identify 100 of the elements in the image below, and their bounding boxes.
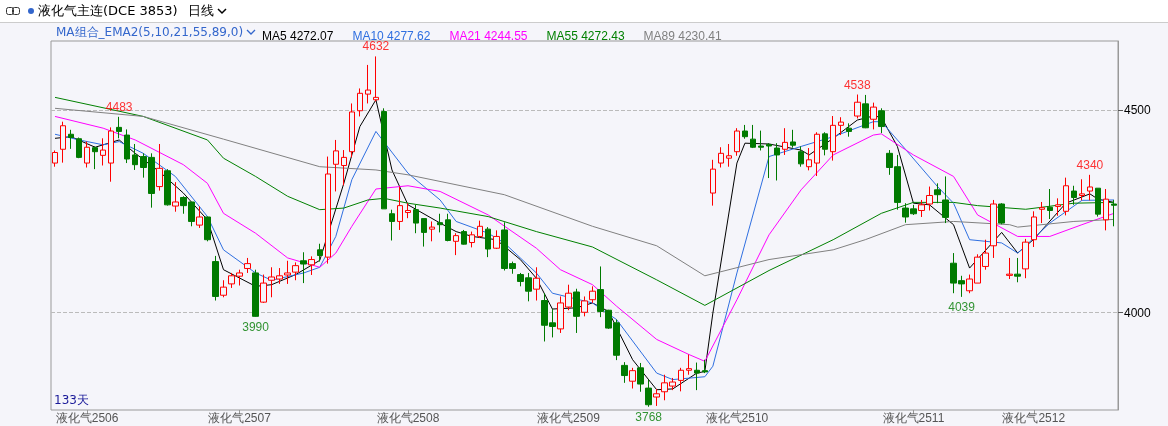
candlestick (92, 145, 98, 170)
candlestick (942, 175, 949, 224)
candlestick (1087, 174, 1093, 201)
x-tick-label: 液化气2511 (882, 411, 945, 425)
candlestick (854, 94, 861, 119)
annotation: 4483 (105, 99, 133, 114)
candlestick (1039, 201, 1045, 224)
candlestick (204, 216, 211, 242)
candlestick (629, 367, 636, 390)
candlestick (437, 213, 443, 233)
x-tick-label: 液化气2510 (705, 411, 769, 425)
candlestick (116, 116, 122, 139)
candlestick (581, 295, 588, 317)
candlestick (621, 361, 628, 384)
candlestick (260, 274, 267, 304)
candlestick (164, 168, 171, 207)
x-tick-label: 液化气2509 (537, 411, 601, 425)
candlestick (308, 255, 315, 276)
candlestick (477, 220, 483, 239)
candlestick (838, 116, 844, 136)
candlestick (68, 129, 74, 150)
candlestick (846, 122, 852, 138)
candlestick (758, 130, 764, 151)
candlestick (429, 220, 435, 242)
candlestick (76, 137, 82, 159)
candlestick (132, 143, 138, 171)
candlestick (533, 266, 540, 302)
candlestick (100, 137, 106, 166)
candlestick (1063, 177, 1069, 216)
candlestick (1071, 185, 1077, 206)
candlestick (252, 269, 259, 318)
annotation: 4538 (843, 77, 871, 92)
candlestick (774, 142, 780, 181)
candlestick (389, 209, 395, 241)
candlestick (1006, 257, 1013, 280)
candlestick (1014, 257, 1021, 283)
candlestick (1022, 238, 1029, 279)
candlestick (357, 87, 363, 117)
candlestick (798, 145, 804, 168)
candlestick (405, 202, 411, 219)
candlestick (60, 121, 66, 164)
candlestick (461, 229, 467, 246)
candlestick (702, 359, 708, 374)
candlestick (300, 251, 307, 284)
candlestick (742, 124, 748, 140)
candlestick (678, 367, 684, 392)
candlestick (325, 156, 331, 265)
annotation: 4632 (362, 39, 390, 54)
candlestick (1047, 188, 1053, 220)
candlestick (413, 204, 419, 234)
candlestick (718, 146, 724, 169)
candlestick (589, 285, 596, 304)
candlestick (212, 255, 219, 302)
candlestick (333, 139, 339, 192)
candlestick (694, 362, 700, 391)
legend-title: MA组合_EMA2(5,10,21,55,89,0) (56, 24, 244, 41)
candlestick (710, 159, 716, 207)
candlestick (172, 181, 179, 213)
candlestick (782, 127, 788, 156)
chart-title: 液化气主连(DCE 3853) (38, 2, 178, 20)
x-tick-label: 液化气2512 (1002, 411, 1066, 425)
candlestick (573, 288, 580, 334)
candlestick (734, 127, 740, 157)
candlestick (806, 147, 812, 171)
candlestick (445, 213, 451, 242)
candlestick (998, 202, 1005, 225)
annotation: 3990 (242, 319, 270, 334)
candlestick (878, 107, 885, 134)
candlestick (493, 229, 500, 250)
text: MA21 4244.55 (449, 29, 528, 43)
candlestick (220, 279, 227, 298)
annotation: 3768 (635, 409, 663, 424)
text: MA55 4272.43 (546, 29, 625, 43)
chart-subtitle: 日线 (187, 2, 214, 20)
candlestick (990, 199, 997, 259)
candlestick (317, 243, 323, 263)
candlestick (397, 186, 403, 231)
candlestick (156, 143, 163, 192)
x-tick-label: 液化气2508 (376, 411, 440, 425)
x-tick-label: 液化气2506 (55, 411, 119, 425)
candlestick (766, 142, 772, 179)
candlestick (1055, 197, 1061, 217)
candlestick (381, 107, 387, 210)
candlestick (645, 379, 652, 408)
candlestick (196, 205, 203, 229)
candlestick (822, 131, 828, 156)
candlestick (341, 149, 347, 186)
candlestick (421, 218, 427, 248)
candlestick (108, 126, 114, 183)
text: MA89 4230.41 (643, 29, 722, 43)
candlestick (1095, 187, 1101, 218)
x-tick-label: 液化气2507 (208, 411, 272, 425)
candlestick (373, 55, 379, 102)
candlestick (124, 128, 130, 164)
candlestick (726, 143, 732, 168)
candlestick (637, 362, 644, 393)
candlestick (653, 388, 660, 407)
y-tick-label: 4500 (1124, 102, 1152, 117)
candlestick (1031, 210, 1037, 248)
candlestick (84, 141, 90, 169)
